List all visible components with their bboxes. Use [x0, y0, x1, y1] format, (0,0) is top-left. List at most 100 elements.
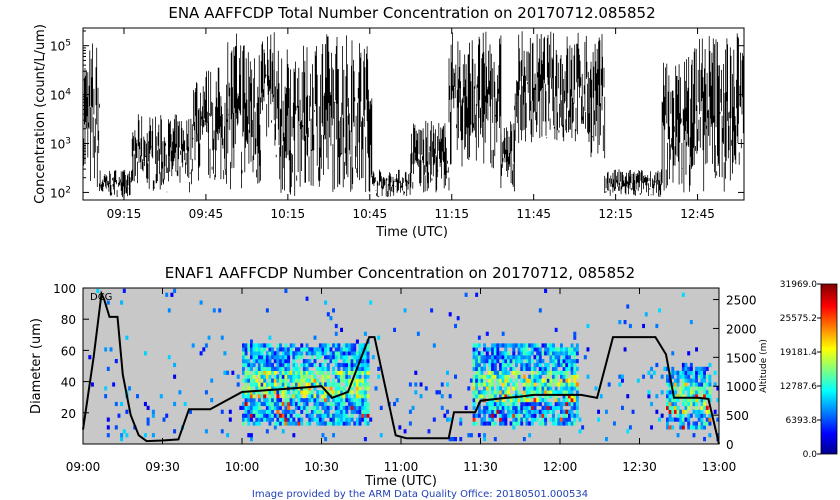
heatmap-cell: [663, 366, 667, 371]
heatmap-cell: [676, 413, 680, 418]
heatmap-cell: [483, 366, 486, 371]
heatmap-cell: [363, 331, 367, 336]
heatmap-cell: [358, 355, 362, 360]
heatmap-cell: [525, 351, 529, 356]
heatmap-cell: [562, 351, 566, 356]
heatmap-cell: [318, 351, 322, 356]
heatmap-cell: [173, 374, 177, 379]
heatmap-cell: [361, 347, 365, 352]
heatmap-cell: [695, 405, 698, 410]
heatmap-cell: [530, 370, 534, 375]
heatmap-cell: [708, 421, 712, 426]
heatmap-cell: [348, 343, 351, 348]
heatmap-cell: [329, 359, 333, 364]
heatmap-cell: [565, 390, 569, 395]
heatmap-cell: [533, 374, 537, 379]
heatmap-cell: [355, 386, 359, 391]
heatmap-cell: [363, 398, 367, 403]
heatmap-cell: [143, 351, 147, 356]
heatmap-cell: [424, 386, 428, 391]
heatmap-cell: [697, 382, 701, 387]
heatmap-cell: [546, 394, 550, 399]
heatmap-cell: [573, 331, 577, 336]
heatmap-cell: [242, 351, 245, 356]
heatmap-cell: [321, 401, 325, 407]
heatmap-cell: [353, 421, 357, 426]
heatmap-cells: [88, 288, 720, 442]
heatmap-cell: [332, 433, 335, 438]
heatmap-cell: [575, 382, 579, 387]
heatmap-cell: [316, 409, 320, 414]
heatmap-cell: [334, 421, 338, 426]
heatmap-cell: [340, 351, 343, 356]
heatmap-cell: [350, 398, 354, 403]
heatmap-cell: [268, 366, 272, 371]
heatmap-cell: [565, 417, 569, 422]
heatmap-cell: [281, 351, 285, 356]
heatmap-cell: [692, 421, 696, 426]
heatmap-cell: [348, 421, 351, 426]
heatmap-cell: [501, 331, 505, 336]
heatmap-cell: [265, 351, 269, 356]
heatmap-cell: [533, 378, 537, 383]
heatmap-cell: [570, 366, 574, 371]
heatmap-cell: [517, 405, 521, 410]
heatmap-cell: [363, 390, 367, 395]
heatmap-cell: [257, 366, 261, 371]
heatmap-cell: [546, 374, 550, 379]
heatmap-cell: [477, 355, 481, 360]
heatmap-cell: [689, 413, 693, 418]
heatmap-cell: [568, 394, 571, 399]
heatmap-cell: [507, 355, 510, 360]
heatmap-cell: [289, 413, 293, 418]
heatmap-cell: [485, 382, 489, 387]
heatmap-cell: [552, 378, 555, 383]
heatmap-cell: [310, 374, 314, 379]
heatmap-cell: [379, 433, 383, 438]
heatmap-cell: [257, 398, 261, 403]
heatmap-cell: [377, 366, 381, 371]
heatmap-cell: [438, 390, 441, 395]
heatmap-cell: [560, 374, 563, 379]
heatmap-cell: [676, 433, 680, 438]
top-y-tick-base: 10: [50, 138, 65, 152]
heatmap-cell: [324, 359, 328, 364]
heatmap-cell: [687, 351, 691, 356]
heatmap-cell: [570, 359, 574, 364]
heatmap-cell: [361, 394, 365, 399]
heatmap-cell: [313, 362, 317, 368]
heatmap-cell: [318, 421, 322, 426]
heatmap-cell: [565, 355, 569, 360]
heatmap-cell: [689, 320, 693, 325]
heatmap-cell: [700, 409, 704, 414]
heatmap-cell: [257, 394, 261, 399]
heatmap-cell: [395, 398, 399, 403]
heatmap-cell: [552, 409, 555, 414]
heatmap-cell: [687, 413, 691, 418]
heatmap-cell: [480, 355, 484, 360]
heatmap-cell: [454, 374, 457, 379]
heatmap-cell: [340, 405, 343, 410]
concentration-segment-15: [604, 169, 663, 197]
heatmap-cell: [689, 398, 693, 403]
heatmap-cell: [337, 366, 341, 371]
heatmap-cell: [538, 382, 542, 387]
heatmap-cell: [488, 374, 492, 379]
heatmap-cell: [310, 355, 314, 360]
heatmap-cell: [300, 374, 304, 379]
heatmap-cell: [480, 366, 484, 371]
heatmap-cell: [281, 362, 285, 368]
heatmap-cell: [297, 347, 301, 352]
heatmap-cell: [342, 413, 346, 418]
heatmap-cell: [300, 362, 304, 368]
heatmap-cell: [530, 386, 534, 391]
heatmap-cell: [668, 398, 672, 403]
heatmap-cell: [300, 351, 304, 356]
heatmap-cell: [512, 425, 516, 430]
heatmap-cell: [302, 378, 306, 383]
heatmap-cell: [250, 347, 253, 352]
heatmap-cell: [475, 390, 479, 395]
heatmap-cell: [448, 394, 452, 399]
heatmap-cell: [483, 390, 486, 395]
heatmap-cell: [520, 347, 524, 352]
